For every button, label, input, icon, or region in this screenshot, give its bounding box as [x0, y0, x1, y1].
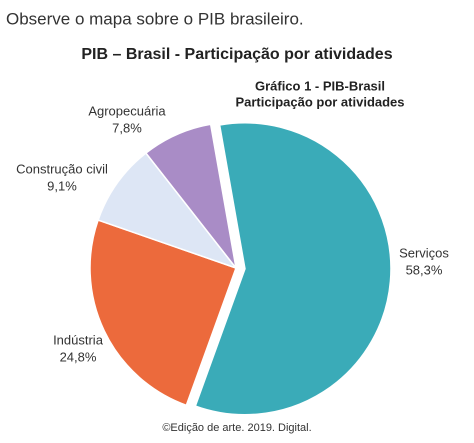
- slice-label: Indústria: [53, 332, 104, 347]
- pie-slice: [144, 123, 237, 269]
- slice-label: Agropecuária: [88, 103, 166, 118]
- prompt: Observe o mapa sobre o PIB brasileiro.: [6, 9, 304, 28]
- chart-subtitle: Gráfico 1 - PIB-Brasil: [255, 78, 385, 93]
- slice-value-label: 58,3%: [406, 262, 443, 277]
- slice-label: Serviços: [399, 245, 449, 260]
- slice-value-label: 9,1%: [47, 178, 77, 193]
- source: ©Edição de arte. 2019. Digital.: [162, 422, 311, 434]
- chart-title: PIB – Brasil - Participação por atividad…: [81, 46, 392, 63]
- chart-subtitle: Participação por atividades: [235, 94, 404, 109]
- pie-slice: [89, 219, 237, 407]
- pie-slice: [97, 152, 239, 270]
- slice-value-label: 24,8%: [60, 349, 97, 364]
- pie-slice: [194, 122, 392, 416]
- slice-value-label: 7,8%: [112, 120, 142, 135]
- slice-label: Construção civil: [16, 161, 108, 176]
